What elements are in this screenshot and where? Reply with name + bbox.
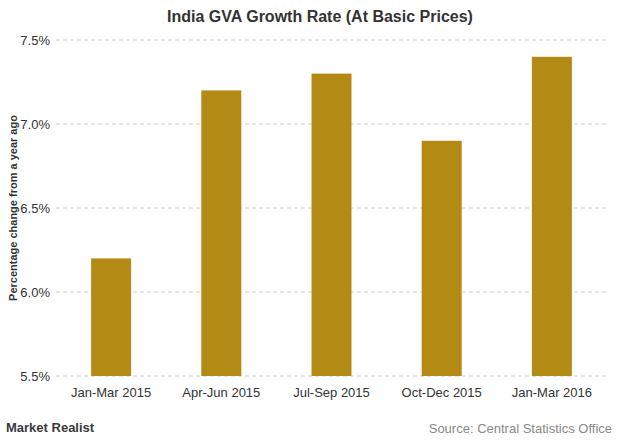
x-tick-label: Apr-Jun 2015 [182,385,260,400]
chart-svg: India GVA Growth Rate (At Basic Prices) P… [0,0,620,443]
y-tick-label: 7.0% [20,117,50,132]
y-tick-label: 7.5% [20,33,50,48]
bar [532,57,572,376]
bar [422,141,462,376]
bars [91,57,572,376]
chart-container: India GVA Growth Rate (At Basic Prices) P… [0,0,620,443]
x-tick-label: Jan-Mar 2016 [512,385,592,400]
y-axis-label: Percentage change from a year ago [7,115,19,301]
bar [312,74,352,376]
source: Source: Central Statistics Office [429,421,612,436]
chart-title: India GVA Growth Rate (At Basic Prices) [167,8,473,25]
bar [91,258,131,376]
x-tick-label: Oct-Dec 2015 [402,385,482,400]
grid-line [56,40,607,41]
y-tick-label: 5.5% [20,369,50,384]
x-tick-label: Jul-Sep 2015 [293,385,370,400]
y-tick-label: 6.0% [20,285,50,300]
x-tick-label: Jan-Mar 2015 [71,385,151,400]
bar [201,90,241,376]
logo: Market Realist [6,420,95,435]
y-tick-label: 6.5% [20,201,50,216]
